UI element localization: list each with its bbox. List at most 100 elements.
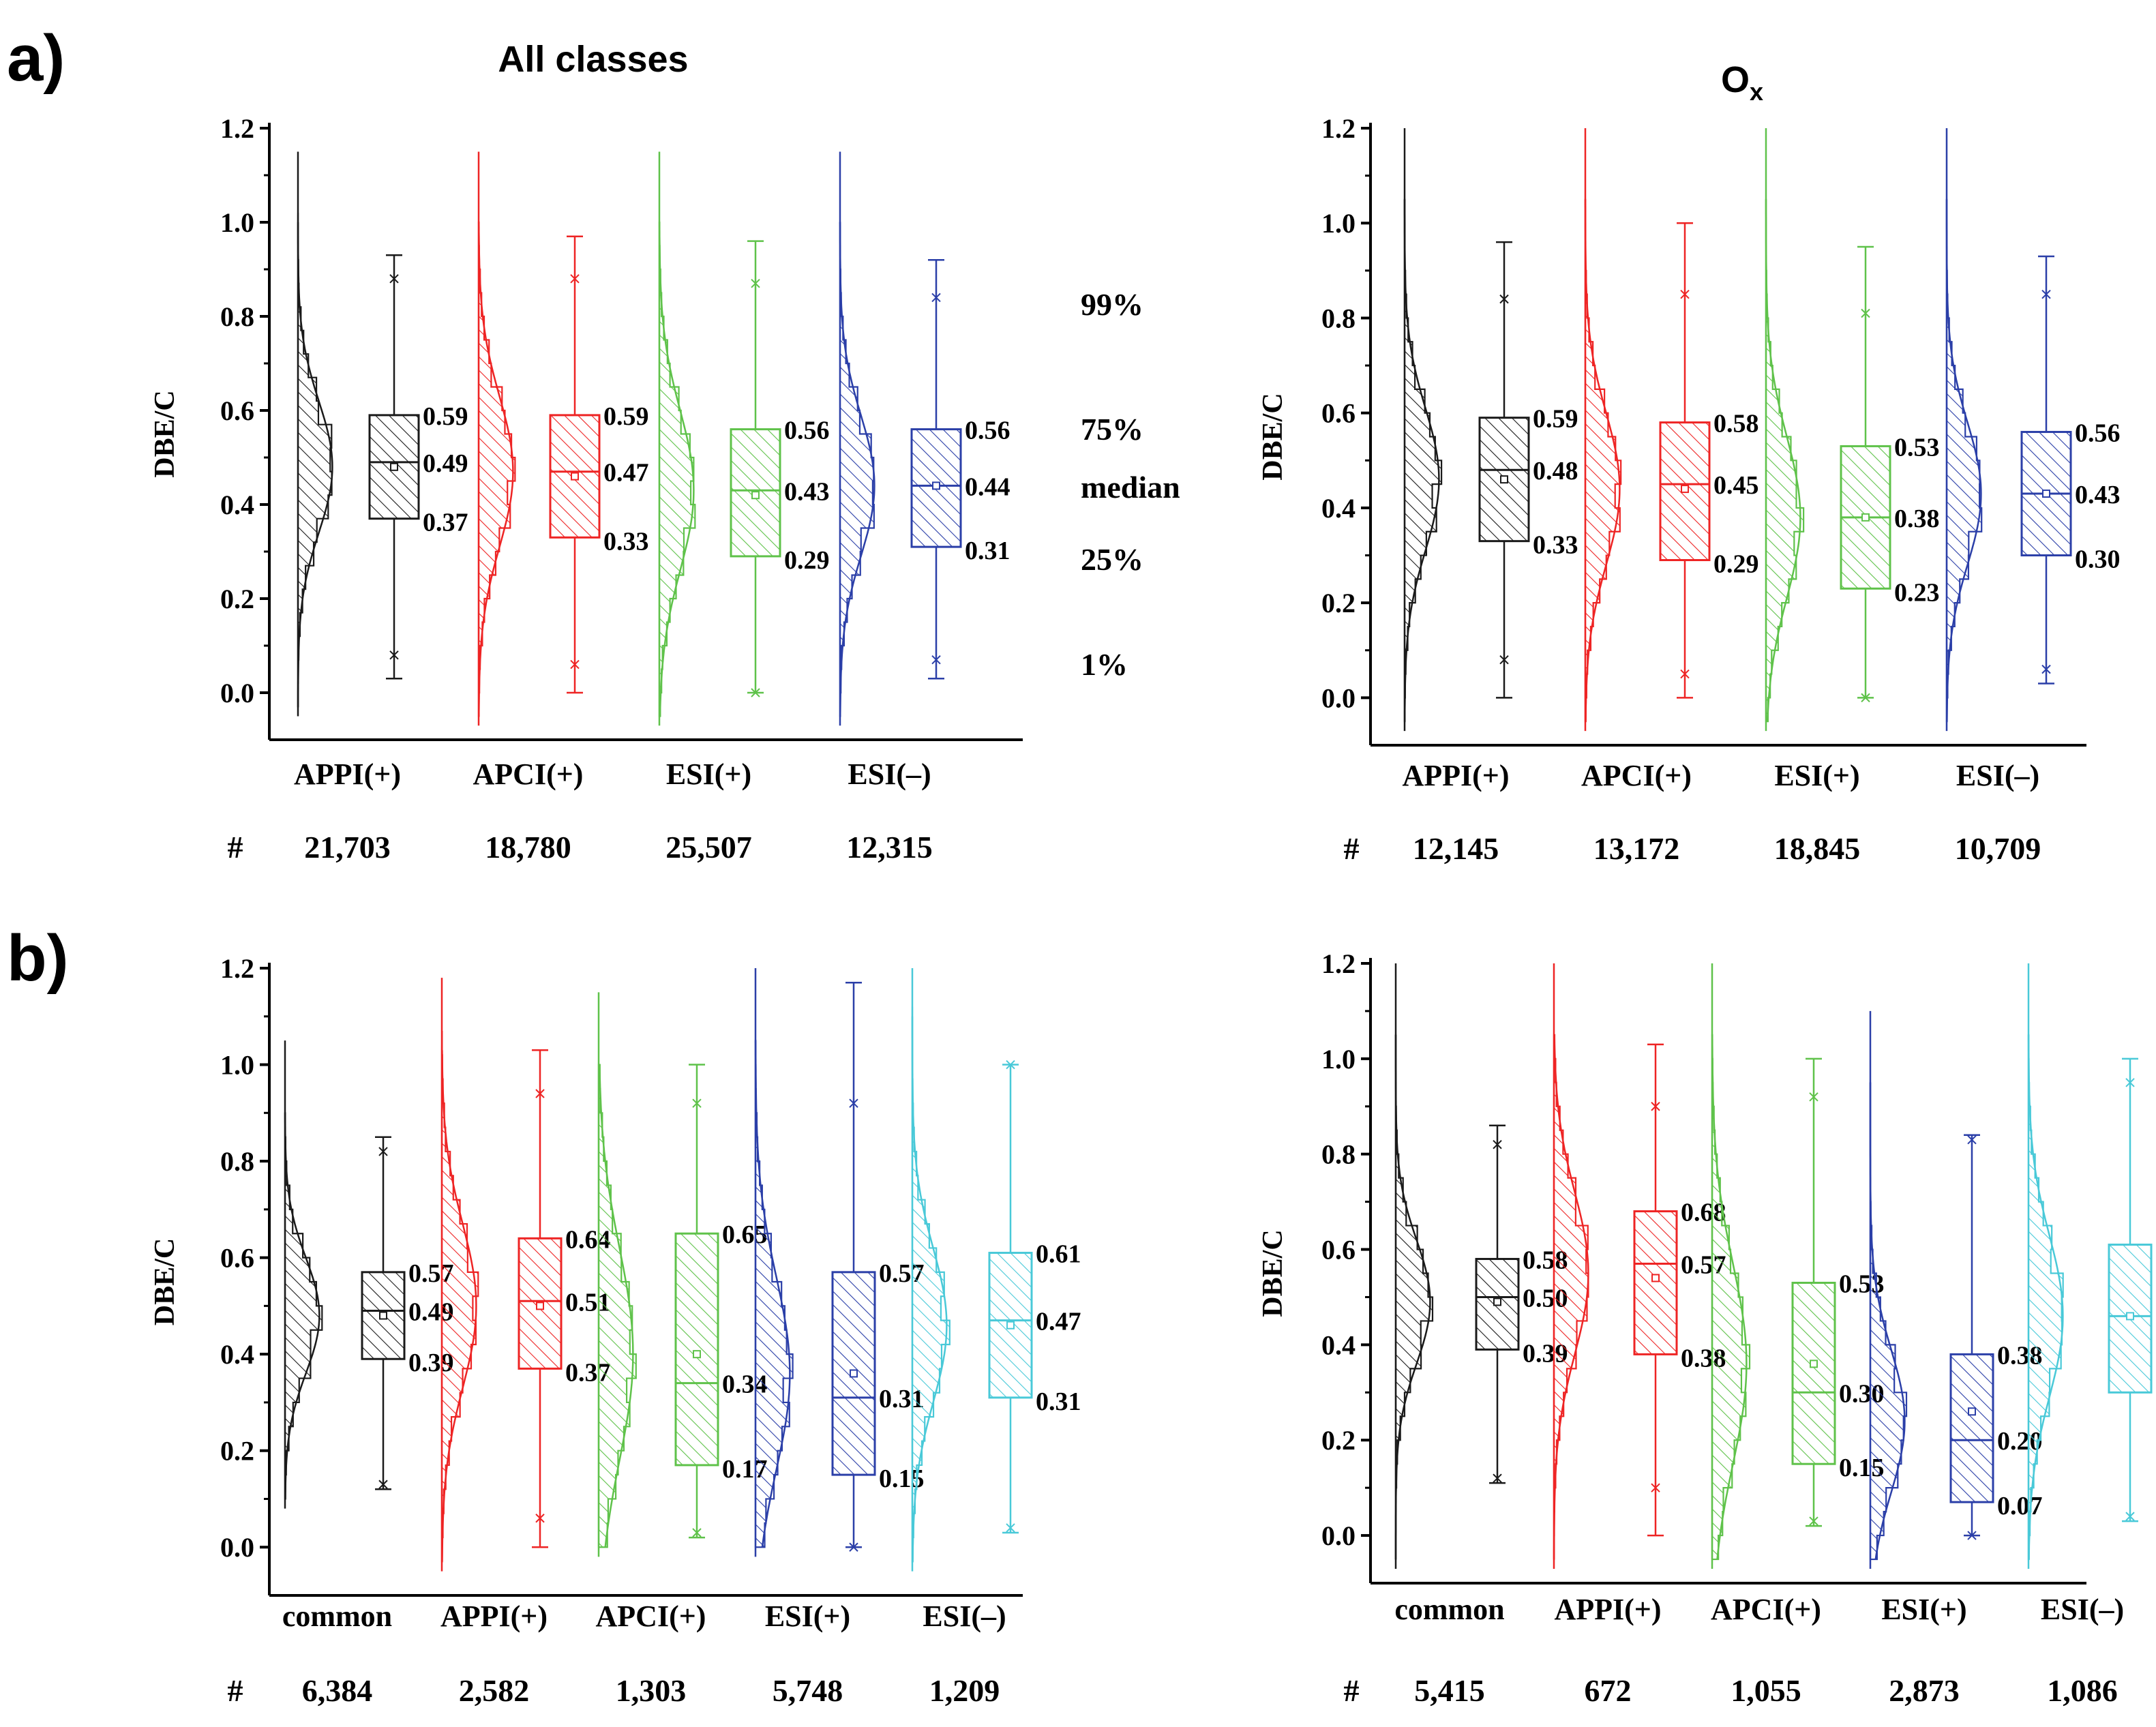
- box-mean-marker: [751, 491, 760, 500]
- count-label: 10,709: [1955, 831, 2041, 866]
- count-label: 25,507: [665, 830, 752, 865]
- label-q3: 0.53: [1894, 433, 1940, 462]
- count-prefix: #: [228, 1673, 243, 1708]
- label-median: 0.47: [1036, 1308, 1081, 1336]
- histogram-bars: [1584, 198, 1622, 723]
- label-q3: 0.56: [2075, 419, 2121, 448]
- category-label: ESI(+): [666, 757, 751, 791]
- y-tick-label: 0.2: [220, 584, 254, 614]
- normal-curve: [911, 1016, 948, 1562]
- group-apci-: 0.58 0.45 0.29 APCI(+) 13,172: [1581, 128, 1759, 866]
- y-tick-label: 0.2: [1321, 588, 1356, 618]
- panel-letter-a: a): [7, 22, 65, 95]
- normal-curve: [1553, 1034, 1589, 1559]
- y-tick-label: 0.0: [1321, 1520, 1356, 1551]
- category-label: ESI(+): [1881, 1593, 1966, 1626]
- histogram-bars: [1394, 1034, 1434, 1561]
- box-iqr: [674, 1232, 719, 1467]
- category-label: common: [282, 1600, 392, 1633]
- y-tick-label: 0.4: [220, 490, 254, 520]
- normal-curve: [598, 1064, 634, 1548]
- y-tick-label: 1.0: [1321, 208, 1356, 239]
- percentile-marker-p1: [1006, 1523, 1015, 1533]
- histogram-bars: [839, 221, 875, 717]
- percentile-marker-p99: [535, 1089, 545, 1098]
- label-median: 0.49: [423, 449, 468, 478]
- y-tick-label: 0.6: [220, 1243, 254, 1274]
- y-tick-label: 0.8: [1321, 303, 1356, 333]
- box-mean-marker: [1810, 1360, 1818, 1368]
- percentile-marker-p1: [1809, 1516, 1818, 1526]
- box-mean-marker: [1651, 1274, 1660, 1282]
- label-q1: 0.29: [784, 546, 830, 575]
- legend-75: 75%: [1081, 412, 1143, 447]
- normal-curve: [1394, 1034, 1431, 1559]
- box-mean-marker: [1500, 475, 1508, 484]
- percentile-marker-p1: [1861, 693, 1870, 703]
- y-tick-label: 1.0: [220, 207, 254, 238]
- y-tick-label: 0.6: [220, 395, 254, 426]
- label-q3: 0.56: [784, 417, 830, 445]
- percentile-marker-p1: [1651, 1483, 1660, 1492]
- percentile-marker-p1: [535, 1514, 545, 1523]
- legend-99: 99%: [1081, 287, 1143, 322]
- normal-curve: [754, 1040, 791, 1548]
- y-tick-label: 0.2: [220, 1436, 254, 1467]
- y-tick-label: 0.4: [1321, 1330, 1356, 1360]
- count-prefix: #: [1344, 1673, 1360, 1708]
- count-label: 5,748: [773, 1673, 843, 1708]
- label-q1: 0.37: [423, 509, 468, 537]
- box-mean-marker: [932, 481, 940, 490]
- box-mean-marker: [536, 1302, 544, 1310]
- percentile-marker-p1: [1499, 655, 1509, 665]
- box-mean-marker: [850, 1369, 858, 1378]
- percentile-marker-p99: [1967, 1135, 1977, 1145]
- percentile-marker-p1: [692, 1528, 702, 1537]
- box-mean-marker: [1493, 1297, 1501, 1306]
- percentile-marker-p1: [1967, 1531, 1977, 1540]
- normal-curve: [2027, 1034, 2064, 1560]
- group-esi-: 0.53 0.38 0.23 ESI(+) 18,845: [1765, 128, 1940, 866]
- legend-1: 1%: [1081, 647, 1128, 682]
- label-median: 0.45: [1713, 471, 1759, 500]
- group-appi-: 0.59 0.49 0.37 APPI(+) 21,703: [294, 151, 468, 865]
- percentile-marker-p99: [1499, 294, 1509, 304]
- category-label: ESI(+): [765, 1600, 850, 1633]
- y-tick-label: 0.4: [220, 1339, 254, 1370]
- count-label: 18,780: [485, 830, 571, 865]
- percentile-marker-p1: [2125, 1512, 2135, 1521]
- category-label: ESI(–): [923, 1600, 1006, 1633]
- group-appi-: 0.59 0.48 0.33 APPI(+) 12,145: [1402, 128, 1578, 866]
- label-q3: 0.58: [1713, 410, 1759, 438]
- category-label: APPI(+): [440, 1600, 548, 1633]
- percentile-marker-p1: [570, 659, 580, 670]
- chart-title-main: All classes: [498, 39, 688, 80]
- histogram-bars: [1711, 1034, 1751, 1561]
- panel-letter-b: b): [7, 922, 69, 995]
- chart-a-ox: Ox 0.0 0.2 0.4 0.6 0.8 1.0 1.2 DBE/C #0.59 0.48 0.3…: [1257, 59, 2121, 866]
- label-q1: 0.31: [965, 537, 1010, 565]
- y-tick-label: 1.2: [220, 113, 254, 144]
- percentile-marker-p1: [751, 688, 760, 697]
- count-label: 2,582: [459, 1673, 530, 1708]
- chart-title-main: O: [1721, 59, 1750, 100]
- normal-curve: [284, 1113, 320, 1499]
- box-iqr: [1633, 1210, 1678, 1355]
- chart-title: All classes: [498, 39, 688, 80]
- percentile-marker-p99: [931, 292, 941, 303]
- percentile-marker-p1: [2041, 664, 2051, 674]
- percentile-marker-p99: [378, 1147, 388, 1156]
- percentile-marker-p99: [692, 1098, 702, 1108]
- group-esi-: 0.56 0.44 0.31 ESI(–) 12,315: [839, 151, 1010, 865]
- label-median: 0.47: [603, 459, 649, 487]
- y-tick-label: 0.4: [1321, 493, 1356, 524]
- percentile-legend: 99% 75% median 25% 1%: [1081, 287, 1180, 682]
- chart-b-all-classes: 0.00.20.40.60.81.01.2DBE/C#0.570.490.39c…: [149, 953, 1081, 1708]
- histogram-bars: [754, 1040, 794, 1548]
- label-q3: 0.59: [603, 402, 649, 431]
- normal-curve: [1711, 1034, 1748, 1560]
- y-tick-label: 0.8: [220, 1146, 254, 1177]
